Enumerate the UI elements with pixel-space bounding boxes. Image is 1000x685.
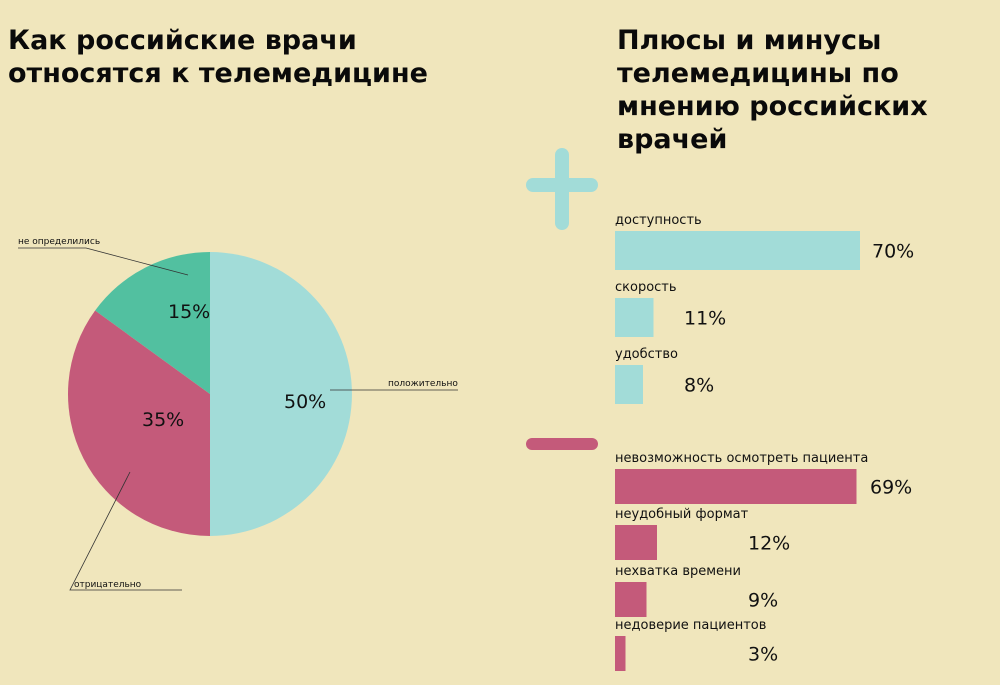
leader-line-не-определились bbox=[18, 247, 189, 276]
bar-неудобный-формат bbox=[615, 525, 657, 560]
bar-скорость bbox=[615, 298, 654, 337]
pie-chart-title: Как российские врачи относятся к телемед… bbox=[8, 25, 428, 89]
bar-value-доступность: 70% bbox=[872, 241, 914, 263]
pie-percent-положительно: 50% bbox=[284, 391, 326, 413]
pie-slice-не-определились bbox=[95, 251, 210, 394]
minus-icon bbox=[526, 438, 598, 450]
bar-label-удобство: удобство bbox=[615, 347, 678, 362]
pie-slice-положительно bbox=[210, 252, 352, 536]
pie-label-не-определились: не определились bbox=[18, 237, 100, 247]
bar-label-скорость: скорость bbox=[615, 280, 677, 295]
leader-line-отрицательно bbox=[69, 471, 182, 591]
bar-label-недоверие-пациентов: недоверие пациентов bbox=[615, 618, 766, 633]
bar-удобство bbox=[615, 365, 643, 404]
bar-chart: доступность 70% скорость 11% удобство 8% невоз… bbox=[526, 148, 914, 671]
bar-доступность bbox=[615, 231, 860, 270]
bar-value-невозможность-осмотреть-пациента: 69% bbox=[870, 477, 912, 499]
bar-недоверие-пациентов bbox=[615, 636, 626, 671]
bar-label-неудобный-формат: неудобный формат bbox=[615, 507, 749, 522]
pie-label-положительно: положительно bbox=[388, 379, 458, 389]
bar-value-нехватка-времени: 9% bbox=[748, 590, 778, 612]
bar-value-неудобный-формат: 12% bbox=[748, 533, 790, 555]
bar-label-невозможность-осмотреть-пациента: невозможность осмотреть пациента bbox=[615, 451, 868, 466]
bar-label-доступность: доступность bbox=[615, 213, 702, 228]
plus-icon bbox=[526, 148, 598, 230]
bar-label-нехватка-времени: нехватка времени bbox=[615, 564, 741, 579]
pie-percent-отрицательно: 35% bbox=[142, 409, 184, 431]
bar-нехватка-времени bbox=[615, 582, 647, 617]
pie-percent-не-определились: 15% bbox=[168, 301, 210, 323]
bar-невозможность-осмотреть-пациента bbox=[615, 469, 857, 504]
bar-value-недоверие-пациентов: 3% bbox=[748, 644, 778, 666]
pie-chart: 50% положительно 35% отрицательно 15% не опре… bbox=[18, 237, 458, 591]
pie-slice-отрицательно bbox=[67, 310, 210, 536]
pie-label-отрицательно: отрицательно bbox=[74, 580, 142, 590]
bar-value-скорость: 11% bbox=[684, 308, 726, 330]
bar-value-удобство: 8% bbox=[684, 375, 714, 397]
bar-chart-title: Плюсы и минусы телемедицины по мнению ро… bbox=[617, 25, 928, 155]
